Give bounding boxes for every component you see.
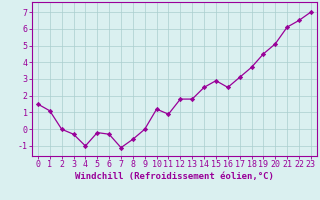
X-axis label: Windchill (Refroidissement éolien,°C): Windchill (Refroidissement éolien,°C) [75, 172, 274, 181]
